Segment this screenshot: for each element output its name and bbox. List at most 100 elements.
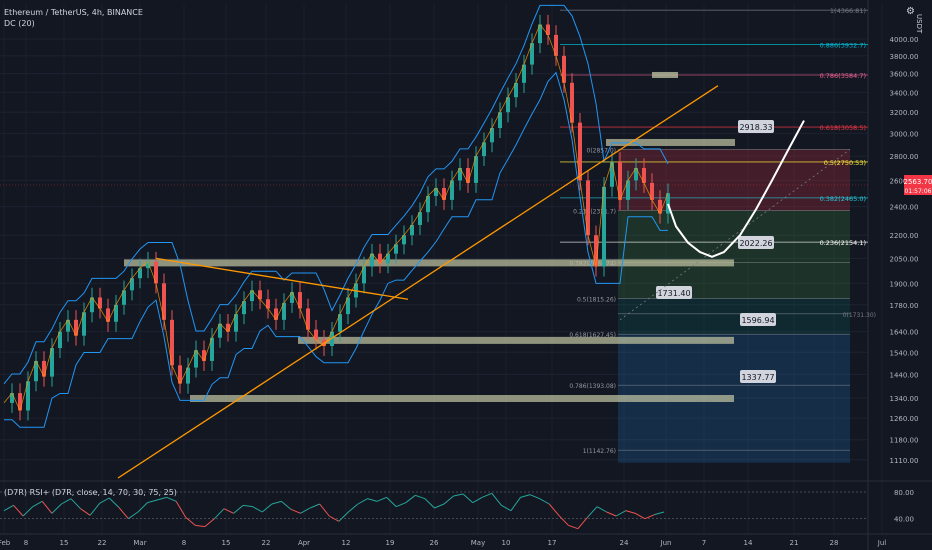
rsi-segment xyxy=(338,511,349,522)
rsi-segment xyxy=(13,504,24,517)
candle-body xyxy=(226,323,230,332)
candle-body xyxy=(298,292,302,309)
candle-body xyxy=(642,168,646,183)
rsi-segment xyxy=(243,504,253,508)
candle-body xyxy=(82,312,86,336)
rsi-segment xyxy=(185,516,196,526)
fib-zone-red xyxy=(618,149,850,211)
indicator-legend: DC (20) xyxy=(4,19,35,28)
y-tick-label: 3000.00 xyxy=(890,130,919,138)
rsi-segment xyxy=(281,500,292,510)
rsi-segment xyxy=(453,493,464,497)
rsi-segment xyxy=(300,507,311,514)
candle-body xyxy=(554,34,558,56)
fib2-level-label: 0.5(1815.26) xyxy=(577,296,616,303)
fib2-level-label: 0(2857.0) xyxy=(587,147,617,154)
candle-body xyxy=(426,195,430,213)
current-price-tag xyxy=(904,175,932,196)
x-tick-label: 15 xyxy=(222,539,231,547)
candle-body xyxy=(570,82,574,123)
y-tick-label: 1440.00 xyxy=(890,371,919,379)
rsi-segment xyxy=(596,506,607,513)
y-tick-label: 1110.00 xyxy=(890,457,919,465)
rsi-segment xyxy=(156,496,167,501)
gear-icon[interactable]: ⚙ xyxy=(906,6,915,17)
candle-body xyxy=(386,253,390,264)
x-tick-label: May xyxy=(471,539,485,547)
x-tick-label: 8 xyxy=(182,539,186,547)
candle-body xyxy=(186,367,190,384)
candle-body xyxy=(90,297,94,313)
marker-zone xyxy=(652,71,678,78)
rsi-segment xyxy=(501,504,512,512)
y-tick-label: 2800.00 xyxy=(890,153,919,161)
fib-level-label: 0.618(3058.5) xyxy=(820,124,866,132)
rsi-segment xyxy=(175,501,187,518)
candle-body xyxy=(242,301,246,315)
rsi-segment xyxy=(89,503,101,516)
candle-body xyxy=(202,350,206,361)
candle-body xyxy=(362,266,366,284)
rsi-segment xyxy=(491,493,502,506)
candle-body xyxy=(378,253,382,264)
candle-body xyxy=(594,235,598,267)
rsi-segment xyxy=(405,494,416,504)
zone-callout-box xyxy=(656,286,692,299)
rsi-segment xyxy=(529,494,540,500)
candle-body xyxy=(138,268,142,279)
x-tick-label: Feb xyxy=(0,539,11,547)
x-tick-label: 26 xyxy=(430,539,439,547)
candle-body xyxy=(234,314,238,332)
rsi-segment xyxy=(472,496,483,504)
candle-body xyxy=(482,142,486,157)
zone-callout-label: 1731.40 xyxy=(657,289,690,298)
candle-body xyxy=(530,43,534,65)
y-tick-label: 1340.00 xyxy=(890,395,919,403)
rsi-segment xyxy=(415,494,426,500)
descending-trendline xyxy=(155,257,409,300)
candle-body xyxy=(346,297,350,315)
rsi-segment xyxy=(654,511,665,516)
x-tick-label: 22 xyxy=(262,539,271,547)
candle-body xyxy=(418,212,422,225)
fib-level-label: 0.886(3932.7) xyxy=(820,42,866,50)
x-tick-label: Mar xyxy=(133,539,146,547)
candle-body xyxy=(170,319,174,366)
rsi-segment xyxy=(386,496,397,508)
x-tick-label: 8 xyxy=(24,539,28,547)
x-tick-label: 10 xyxy=(502,539,511,547)
candle-body xyxy=(266,299,270,309)
y-tick-label: 4000.00 xyxy=(890,36,919,44)
candle-body xyxy=(282,302,286,320)
candle-body xyxy=(650,182,654,200)
candle-body xyxy=(370,253,374,267)
x-tick-label: 22 xyxy=(98,539,107,547)
rsi-segment xyxy=(99,497,110,504)
candle-body xyxy=(410,224,414,236)
rsi-segment xyxy=(577,517,588,529)
rsi-segment xyxy=(233,504,244,514)
rsi-tick-label: 40.00 xyxy=(894,516,914,524)
candle-body xyxy=(666,193,670,214)
rsi-segment xyxy=(22,506,34,517)
rsi-segment xyxy=(548,503,560,516)
donchian-upper xyxy=(3,4,669,385)
x-tick-label: 12 xyxy=(342,539,351,547)
y-tick-label: 3800.00 xyxy=(890,53,919,61)
candle-body xyxy=(306,308,310,330)
rsi-segment xyxy=(319,503,330,517)
x-tick-label: 7 xyxy=(702,539,706,547)
rsi-segment xyxy=(635,512,646,520)
fib2-level-label: 0.236(2371.7) xyxy=(573,209,616,216)
candle-body xyxy=(394,244,398,254)
candle-body xyxy=(402,235,406,245)
rsi-segment xyxy=(443,495,454,505)
oscillator-legend: (D7R) RSI+ (D7R, close, 14, 70, 30, 75, … xyxy=(4,488,177,497)
candle-body xyxy=(490,127,494,143)
fib2-level-label: 0.786(1393.08) xyxy=(569,383,616,390)
candle-body xyxy=(338,314,342,332)
y-tick-label: 2050.00 xyxy=(890,255,919,263)
rsi-segment xyxy=(128,511,139,520)
x-tick-label: 21 xyxy=(790,539,799,547)
